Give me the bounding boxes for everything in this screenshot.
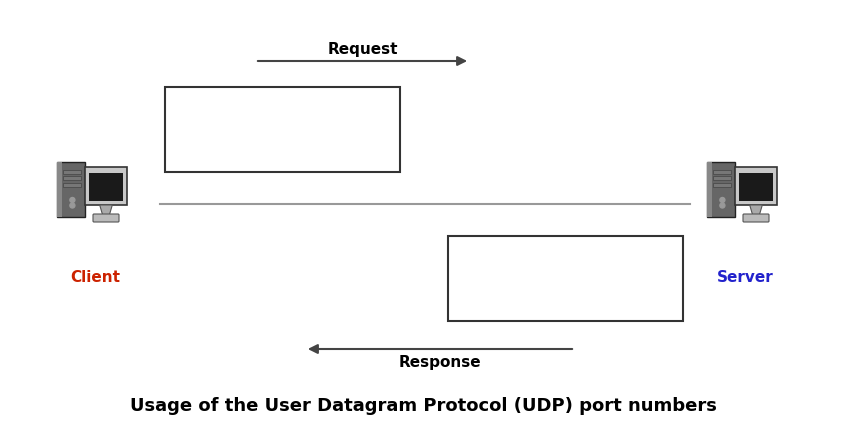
Text: Source port: Source port [463,255,569,269]
Text: :: : [298,106,304,121]
Circle shape [720,198,725,203]
FancyBboxPatch shape [93,215,119,222]
Polygon shape [100,206,113,215]
Text: Usage of the User Datagram Protocol (UDP) port numbers: Usage of the User Datagram Protocol (UDP… [130,396,717,414]
FancyBboxPatch shape [707,162,712,217]
Text: 5678: 5678 [307,140,352,155]
Text: 1234: 1234 [307,106,352,121]
FancyBboxPatch shape [739,174,773,202]
Text: Server: Server [717,269,773,284]
FancyBboxPatch shape [64,184,81,187]
Text: Response: Response [399,354,481,369]
Text: :: : [581,255,587,269]
Text: 5678: 5678 [590,255,634,269]
Circle shape [70,198,75,203]
Text: Source port: Source port [180,106,286,121]
Text: 1234: 1234 [590,289,634,303]
FancyBboxPatch shape [64,170,81,174]
Text: Destination port:: Destination port: [463,289,618,303]
FancyBboxPatch shape [165,88,400,172]
FancyBboxPatch shape [448,237,683,321]
FancyBboxPatch shape [713,177,731,181]
Text: Destination port:: Destination port: [180,140,335,155]
FancyBboxPatch shape [735,168,777,206]
FancyBboxPatch shape [57,162,85,217]
FancyBboxPatch shape [707,162,735,217]
FancyBboxPatch shape [713,170,731,174]
FancyBboxPatch shape [85,168,127,206]
Polygon shape [750,206,762,215]
FancyBboxPatch shape [89,174,123,202]
FancyBboxPatch shape [64,177,81,181]
FancyBboxPatch shape [713,184,731,187]
FancyBboxPatch shape [57,162,62,217]
Text: Request: Request [327,42,398,57]
Circle shape [720,203,725,209]
Circle shape [70,203,75,209]
FancyBboxPatch shape [743,215,769,222]
Text: Client: Client [70,269,120,284]
